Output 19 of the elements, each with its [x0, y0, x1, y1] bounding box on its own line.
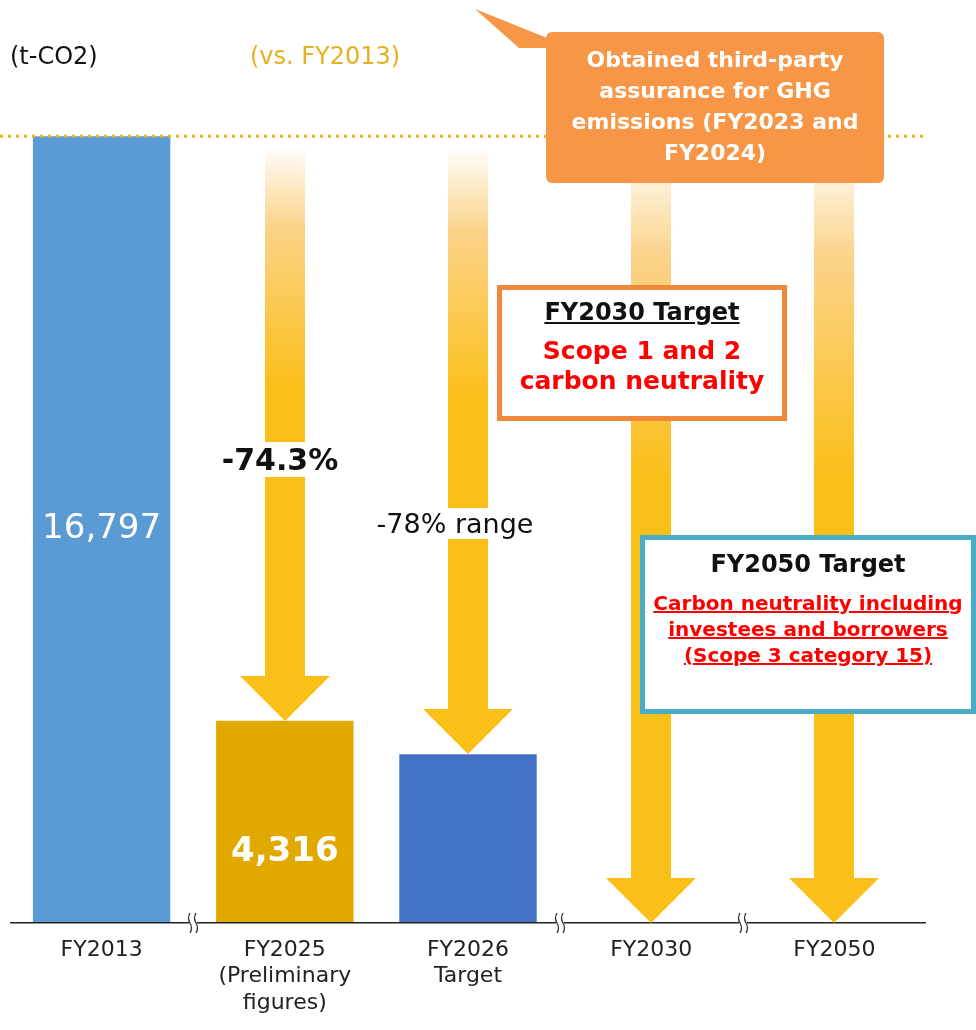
callout-box: Obtained third-party assurance for GHG emissions (FY2023 and FY2024): [546, 32, 884, 183]
x-tick-label: FY2025 (Preliminary figures): [218, 935, 352, 1014]
y-axis-title: (t-CO2): [10, 42, 98, 70]
annotation: FY2030 Target: [543, 298, 741, 326]
x-tick-label: FY2030: [610, 935, 693, 961]
x-tick-label: FY2026 Target: [426, 935, 510, 988]
annotation: FY2050 Target: [709, 550, 907, 578]
annotation: Scope 1 and 2 carbon neutrality: [518, 336, 766, 396]
x-tick-label: FY2050: [793, 935, 876, 961]
annotation: -74.3%: [218, 442, 342, 477]
text-box: FY2050 Target Carbon neutrality including investees and borrowers (Scope 3 category 15): [640, 535, 976, 714]
annotation: Carbon neutrality including investees and borrowers: [653, 591, 963, 641]
text: (vs. FY2013): [248, 42, 402, 70]
text-box: FY2030 Target Scope 1 and 2 carbon neutrality: [497, 285, 787, 421]
annotation: -78% range: [373, 508, 537, 539]
x-tick-label: FY2013: [60, 935, 143, 961]
data-label: 16,797: [42, 506, 162, 547]
data-label: 4,316: [231, 828, 339, 869]
annotation: (Scope 3 category 15): [683, 643, 933, 667]
